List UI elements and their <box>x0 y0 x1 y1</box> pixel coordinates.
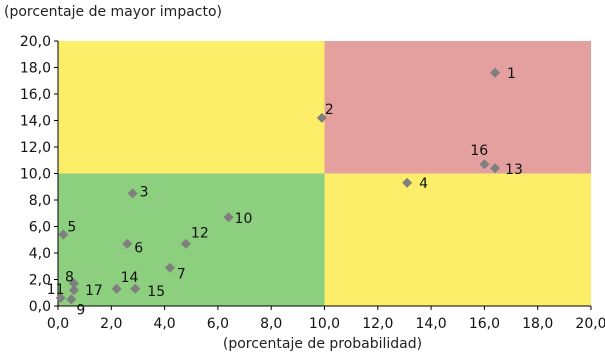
x-tick-label: 6,0 <box>207 316 229 332</box>
point-marker-12 <box>180 238 191 249</box>
point-marker-17 <box>68 285 79 296</box>
y-tick-label: 2,0 <box>29 273 51 289</box>
y-tick-label: 8,0 <box>29 193 51 209</box>
x-tick-label: 10,0 <box>309 316 340 332</box>
point-label-10: 10 <box>235 211 253 227</box>
y-tick-label: 6,0 <box>29 220 51 236</box>
y-tick-label: 12,0 <box>20 140 51 156</box>
point-label-11: 11 <box>47 282 65 298</box>
point-marker-1 <box>490 67 501 78</box>
point-marker-5 <box>58 229 69 240</box>
y-tick-label: 10,0 <box>20 167 51 183</box>
point-label-9: 9 <box>76 302 85 318</box>
point-marker-9 <box>66 294 77 305</box>
x-tick-label: 20,0 <box>575 316 605 332</box>
y-tick-label: 16,0 <box>20 87 51 103</box>
quadrant-4 <box>324 41 591 174</box>
point-marker-6 <box>122 238 133 249</box>
point-marker-13 <box>490 163 501 174</box>
y-tick-label: 0,0 <box>29 299 51 315</box>
point-marker-4 <box>402 177 413 188</box>
point-marker-2 <box>316 112 327 123</box>
point-label-14: 14 <box>121 270 139 286</box>
point-label-12: 12 <box>191 226 209 242</box>
point-label-6: 6 <box>134 241 143 257</box>
point-marker-8 <box>68 278 79 289</box>
point-label-13: 13 <box>505 162 523 178</box>
point-marker-3 <box>127 188 138 199</box>
y-axis-title: (porcentaje de mayor impacto) <box>4 4 222 20</box>
point-label-5: 5 <box>67 219 76 235</box>
point-label-16: 16 <box>470 143 488 159</box>
y-tick-label: 14,0 <box>20 114 51 130</box>
point-marker-16 <box>479 159 490 170</box>
point-marker-10 <box>223 212 234 223</box>
x-tick-label: 2,0 <box>100 316 122 332</box>
x-axis-title: (porcentaje de probabilidad) <box>222 336 423 352</box>
x-tick-label: 8,0 <box>260 316 282 332</box>
quadrant-2 <box>324 173 591 306</box>
quadrant-1 <box>58 173 325 306</box>
point-marker-11 <box>55 293 66 304</box>
point-label-1: 1 <box>507 66 516 82</box>
point-label-2: 2 <box>325 102 334 118</box>
x-tick-label: 18,0 <box>522 316 553 332</box>
point-marker-15 <box>130 283 141 294</box>
point-label-15: 15 <box>147 284 165 300</box>
x-tick-label: 16,0 <box>469 316 500 332</box>
x-tick-label: 0,0 <box>47 316 69 332</box>
point-label-4: 4 <box>419 176 428 192</box>
y-tick-label: 4,0 <box>29 246 51 262</box>
point-marker-14 <box>111 283 122 294</box>
y-tick-label: 18,0 <box>20 61 51 77</box>
point-label-17: 17 <box>85 283 103 299</box>
point-marker-7 <box>164 262 175 273</box>
point-label-8: 8 <box>65 269 74 285</box>
x-tick-label: 12,0 <box>362 316 393 332</box>
point-label-7: 7 <box>177 267 186 283</box>
x-tick-label: 4,0 <box>153 316 175 332</box>
x-tick-label: 14,0 <box>416 316 447 332</box>
point-label-3: 3 <box>140 184 149 200</box>
y-tick-label: 20,0 <box>20 34 51 50</box>
quadrant-3 <box>58 41 325 174</box>
